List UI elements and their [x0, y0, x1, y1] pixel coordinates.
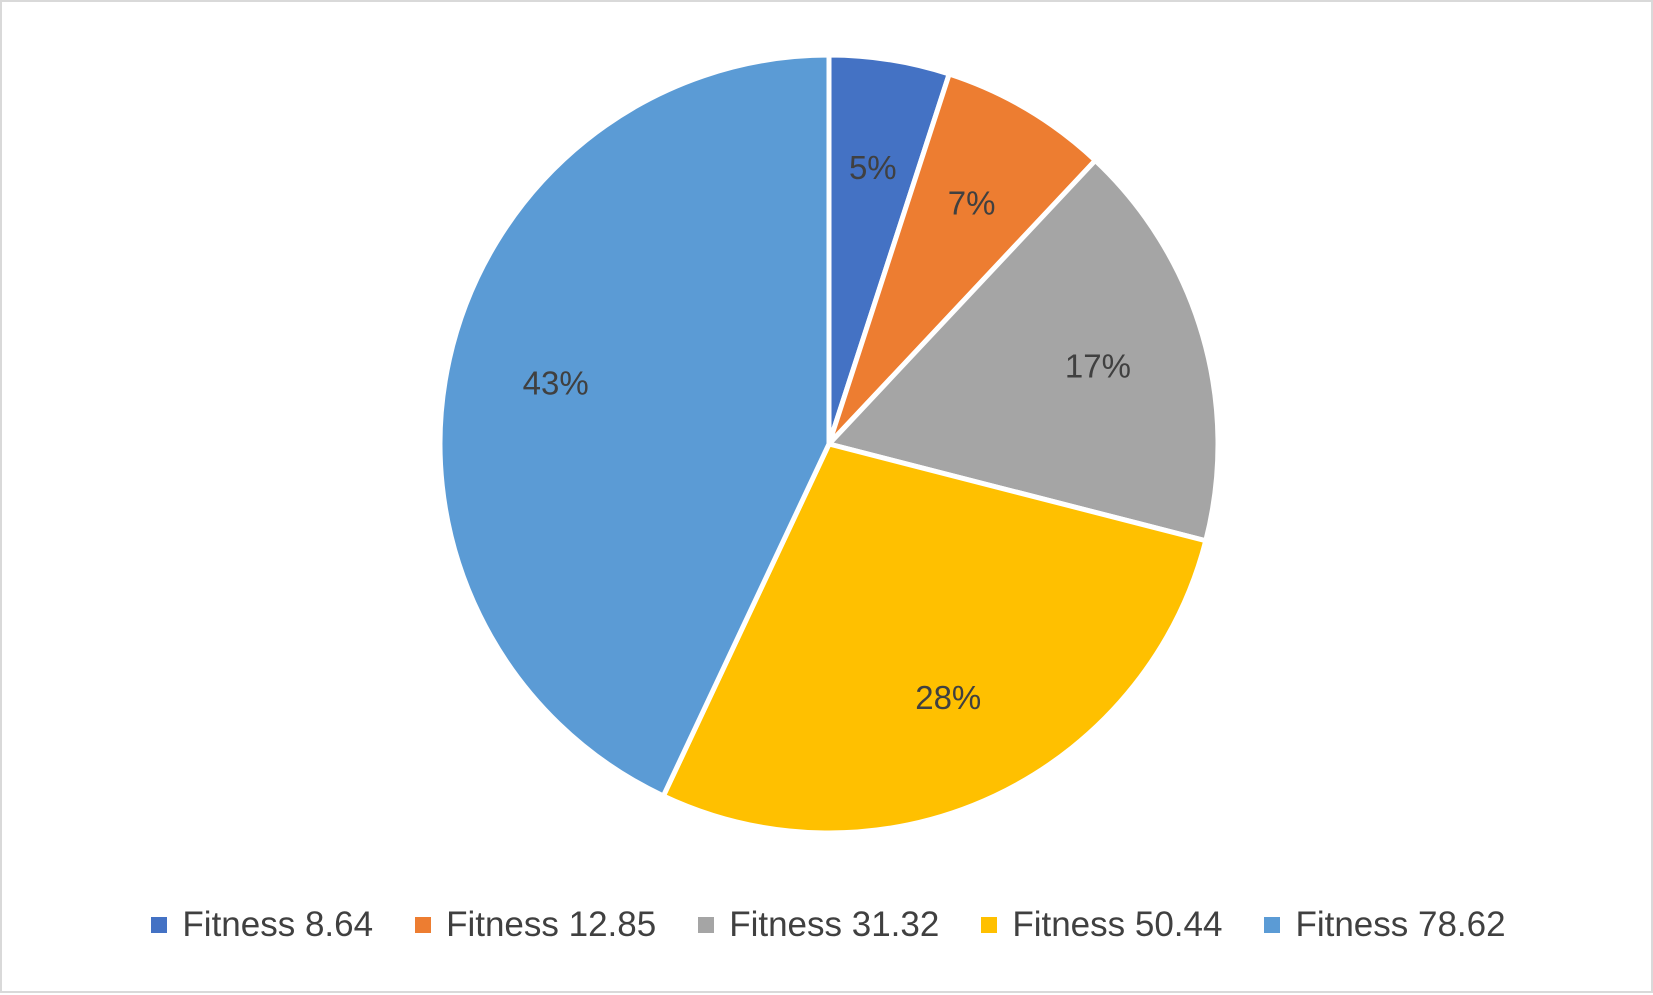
data-label-fitness-8-64: 5%: [849, 149, 897, 186]
legend-swatch: [698, 917, 715, 933]
legend-swatch: [415, 917, 432, 933]
legend-swatch: [981, 917, 998, 933]
legend-label: Fitness 12.85: [446, 905, 657, 944]
legend-item-fitness-8-64: Fitness 8.64: [151, 905, 373, 945]
pie-slices: [437, 52, 1221, 836]
legend-item-fitness-12-85: Fitness 12.85: [415, 905, 656, 945]
legend-swatch: [1264, 917, 1281, 933]
pie-slice-fitness-12-85: [826, 70, 1099, 446]
data-label-fitness-31-32: 17%: [1065, 347, 1131, 384]
legend-label: Fitness 8.64: [182, 905, 374, 944]
legend: Fitness 8.64 Fitness 12.85 Fitness 31.32 Fi…: [2, 900, 1653, 950]
data-label-fitness-12-85: 7%: [948, 184, 996, 221]
pie-slice-fitness-31-32: [824, 156, 1221, 544]
pie-slice-fitness-50-44: [660, 441, 1209, 836]
legend-item-fitness-78-62: Fitness 78.62: [1264, 905, 1506, 945]
pie-slice-fitness-78-62: [437, 52, 832, 800]
data-label-fitness-50-44: 28%: [915, 679, 981, 716]
legend-label: Fitness 78.62: [1295, 905, 1506, 944]
pie-data-labels: 5% 7% 17% 28% 43%: [523, 149, 1131, 716]
legend-item-fitness-50-44: Fitness 50.44: [981, 905, 1222, 945]
legend-item-fitness-31-32: Fitness 31.32: [698, 905, 939, 945]
legend-label: Fitness 31.32: [729, 905, 940, 944]
legend-swatch: [151, 917, 168, 933]
data-label-fitness-78-62: 43%: [523, 364, 589, 401]
legend-label: Fitness 50.44: [1012, 905, 1223, 944]
